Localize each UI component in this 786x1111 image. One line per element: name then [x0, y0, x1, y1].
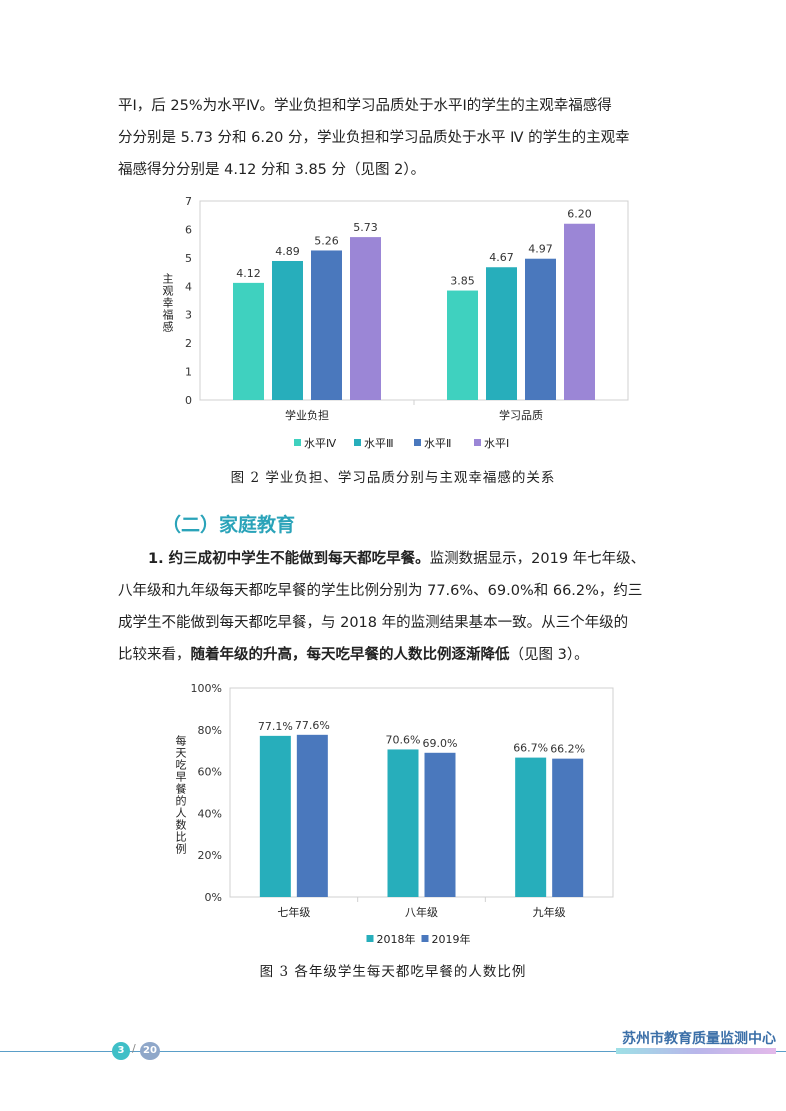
data-label: 6.20 [567, 208, 592, 221]
paragraph-2: 1. 约三成初中学生不能做到每天都吃早餐。监测数据显示，2019 年七年级、 八… [118, 543, 678, 671]
footer-org: 苏州市教育质量监测中心 [622, 1031, 776, 1047]
y-tick-label: 20% [198, 849, 222, 862]
figure-3-caption: 图 3 各年级学生每天都吃早餐的人数比例 [259, 964, 527, 980]
paragraph-2-line-3: 成学生不能做到每天都吃早餐，与 2018 年的监测结果基本一致。从三个年级的 [118, 615, 629, 631]
x-tick-label: 七年级 [277, 905, 310, 919]
y-tick-label: 2 [185, 337, 192, 350]
y-tick-label: 0% [205, 891, 222, 904]
chart-breakfast-ratio: 0% 20% 40% 60% 80% 100% 每天吃早餐的人数比例 77.1% 77.6% 七年… [176, 682, 614, 946]
data-label: 5.73 [353, 221, 378, 234]
paragraph-2-line-1: 1. 约三成初中学生不能做到每天都吃早餐。监测数据显示，2019 年七年级、 [118, 543, 678, 575]
bar [387, 749, 419, 897]
legend-label: 2019年 [432, 932, 471, 946]
legend-label: 水平Ⅰ [484, 437, 509, 450]
data-label: 5.26 [314, 234, 339, 247]
y-tick-label: 6 [185, 223, 192, 236]
bar [525, 258, 556, 400]
page-separator: / [132, 1042, 136, 1055]
bar [233, 282, 264, 400]
section-title: （二）家庭教育 [162, 514, 296, 536]
bar [296, 734, 328, 897]
y-tick-label: 3 [185, 309, 192, 322]
y-axis-label: 主观幸福感 [163, 273, 174, 334]
paragraph-2-bold-lead: 1. 约三成初中学生不能做到每天都吃早餐。 [148, 551, 430, 567]
legend-label: 水平Ⅱ [424, 437, 451, 450]
bar [350, 237, 381, 400]
y-tick-label: 7 [185, 195, 192, 208]
paragraph-2-line-4-bold: 随着年级的升高，每天吃早餐的人数比例逐渐降低 [190, 647, 510, 663]
bar [424, 752, 456, 897]
footer-brand-bar [616, 1048, 776, 1054]
y-tick-label: 5 [185, 252, 192, 265]
y-tick-label: 80% [198, 724, 222, 737]
data-label: 66.2% [550, 743, 585, 756]
x-tick-label: 学习品质 [499, 408, 543, 422]
x-tick-label: 八年级 [405, 905, 438, 919]
data-label: 70.6% [386, 733, 421, 746]
paragraph-1-line-3: 福感得分分别是 4.12 分和 3.85 分（见图 2）。 [118, 162, 426, 178]
data-label: 66.7% [513, 742, 548, 755]
legend-swatch [354, 439, 361, 446]
paragraph-1: 平Ⅰ，后 25%为水平Ⅳ。学业负担和学习品质处于水平Ⅰ的学生的主观幸福感得 分分… [118, 90, 678, 186]
legend-swatch [414, 439, 421, 446]
page-current-badge: 3 [112, 1042, 130, 1060]
data-label: 69.0% [423, 737, 458, 750]
page-total-badge: 20 [140, 1042, 160, 1060]
data-label: 4.12 [236, 267, 261, 280]
data-label: 4.89 [275, 245, 300, 258]
legend-swatch [474, 439, 481, 446]
legend-swatch [294, 439, 301, 446]
bar [272, 260, 303, 400]
plot-frame [229, 687, 614, 898]
y-tick-label: 40% [198, 807, 222, 820]
legend-swatch [421, 935, 429, 942]
paragraph-2-line-2: 八年级和九年级每天都吃早餐的学生比例分别为 77.6%、69.0%和 66.2%… [118, 583, 643, 599]
legend-label: 2018年 [377, 932, 416, 946]
y-axis-label: 每天吃早餐的人数比例 [176, 734, 187, 856]
plot-frame [199, 200, 629, 401]
bar [552, 758, 584, 897]
paragraph-2-line-4-end: （见图 3）。 [509, 647, 589, 663]
footer-line [0, 1051, 786, 1052]
y-tick-label: 60% [198, 766, 222, 779]
bar [311, 250, 342, 400]
y-tick-label: 0 [185, 394, 192, 407]
paragraph-1-line-2: 分分别是 5.73 分和 6.20 分，学业负担和学习品质处于水平 Ⅳ 的学生的… [118, 130, 630, 146]
bar [486, 267, 517, 400]
legend-label: 水平Ⅲ [364, 437, 394, 450]
data-label: 4.67 [489, 251, 514, 264]
bar [447, 290, 478, 400]
chart-subjective-wellbeing: 0 1 2 3 4 5 6 7 主观幸福感 4.12 4.89 5.26 5.73 学业负担 3.85 4.6… [163, 195, 629, 450]
data-label: 4.97 [528, 243, 553, 256]
x-tick-label: 九年级 [533, 905, 566, 919]
bar [515, 757, 547, 897]
bar [259, 735, 291, 897]
figure-2-caption: 图 2 学业负担、学习品质分别与主观幸福感的关系 [230, 470, 556, 486]
paragraph-2-line-4-start: 比较来看， [118, 647, 191, 663]
legend-swatch [366, 935, 374, 942]
data-label: 77.1% [258, 720, 293, 733]
x-tick-label: 学业负担 [285, 408, 329, 422]
bar [564, 223, 595, 400]
paragraph-1-line-1: 平Ⅰ，后 25%为水平Ⅳ。学业负担和学习品质处于水平Ⅰ的学生的主观幸福感得 [118, 98, 612, 114]
data-label: 3.85 [450, 275, 475, 288]
y-tick-label: 4 [185, 280, 192, 293]
paragraph-2-line-4: 比较来看，随着年级的升高，每天吃早餐的人数比例逐渐降低（见图 3）。 [118, 639, 678, 671]
y-tick-label: 1 [185, 366, 192, 379]
paragraph-2-line-1-rest: 监测数据显示，2019 年七年级、 [429, 551, 646, 567]
y-tick-label: 100% [191, 682, 222, 695]
legend-label: 水平Ⅳ [304, 437, 337, 450]
data-label: 77.6% [295, 719, 330, 732]
